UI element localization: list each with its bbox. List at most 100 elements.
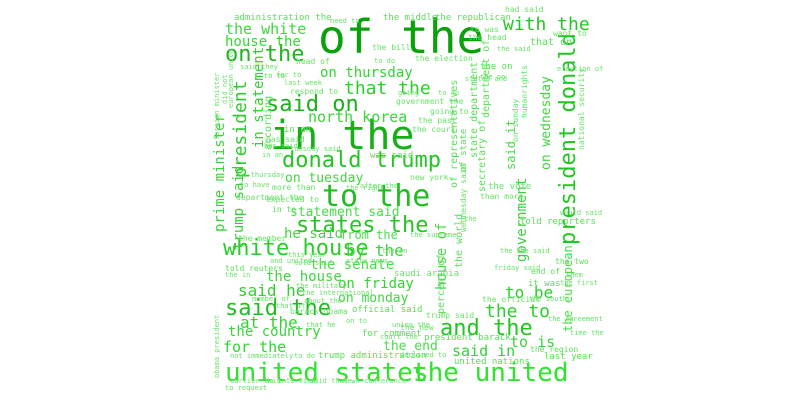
word: the region <box>530 345 579 354</box>
word: union the <box>392 321 430 329</box>
word: was said <box>370 151 414 161</box>
word: percent of <box>436 253 447 314</box>
word: the vote <box>488 182 532 192</box>
word: end of <box>531 267 560 276</box>
word: has said <box>264 142 298 150</box>
word: said that <box>310 377 348 385</box>
word: the country <box>228 324 321 340</box>
word: at the <box>240 313 298 332</box>
word: the head <box>468 33 507 42</box>
word: the right <box>346 184 384 192</box>
word: to do <box>294 352 316 360</box>
word: the past <box>418 116 457 125</box>
word: head of <box>296 57 330 66</box>
word: did not <box>221 74 229 104</box>
word: the united <box>412 358 569 388</box>
word: need to <box>330 17 360 25</box>
word: the <box>464 215 477 223</box>
word: the to <box>485 301 551 322</box>
word: to do <box>374 57 396 65</box>
word: for the <box>223 338 287 356</box>
word: to request <box>225 384 268 392</box>
word: on the <box>225 42 305 67</box>
word: to an <box>438 89 460 97</box>
word: going <box>398 89 420 97</box>
word: respond to <box>290 87 339 96</box>
word: north korea <box>308 108 408 126</box>
word: has said <box>266 135 305 144</box>
word: on sunday <box>511 98 520 142</box>
word: the two <box>555 257 589 266</box>
word: last week <box>284 79 322 87</box>
word: to is <box>510 333 556 351</box>
word: the south <box>529 295 567 303</box>
word: that it <box>276 302 306 310</box>
word: the new <box>400 323 434 332</box>
word: to be <box>505 283 554 302</box>
word: foreign minister <box>213 72 221 140</box>
word: them <box>566 271 583 279</box>
word: the end <box>383 339 438 354</box>
word: told said <box>294 259 332 267</box>
word: states and <box>465 75 508 83</box>
word: on monday <box>338 291 409 306</box>
word: with the <box>503 14 590 35</box>
word: administration the <box>234 13 332 23</box>
word: said on <box>266 92 359 117</box>
word: by the <box>346 241 404 260</box>
word: in to <box>272 205 297 214</box>
word: european union <box>227 48 235 108</box>
word: the in <box>382 247 408 255</box>
word: the in <box>225 271 251 279</box>
word: the on <box>480 73 506 81</box>
word: the official <box>482 295 540 304</box>
word: the house <box>266 269 342 285</box>
word: than more <box>480 192 524 201</box>
word: state news <box>346 257 389 265</box>
word: on thursday <box>238 171 285 179</box>
word: tuesday said <box>290 145 341 153</box>
word: saudi arabia <box>394 269 460 279</box>
word: said in <box>452 342 516 360</box>
word: told reporters <box>520 217 596 227</box>
word: new york <box>410 173 449 182</box>
word: friday said <box>494 264 541 272</box>
word: and united <box>270 257 313 265</box>
word: going to <box>430 107 469 116</box>
word: in an <box>284 125 312 135</box>
word: this year <box>288 251 326 259</box>
word: the election <box>415 54 473 63</box>
word: trump said <box>426 311 475 320</box>
word: the to <box>500 247 526 255</box>
word: an interview <box>265 377 316 385</box>
word: for to <box>276 71 302 79</box>
word: the international <box>302 289 374 297</box>
word: said he <box>238 281 306 300</box>
word: told reuters <box>225 264 283 273</box>
word: the white <box>225 20 307 38</box>
word: about the <box>304 297 342 305</box>
word: that he <box>306 321 336 329</box>
word: on tuesday <box>285 171 364 186</box>
word: house the <box>225 34 301 50</box>
word: the middle <box>383 13 438 23</box>
word: the first <box>560 279 598 287</box>
word: national security <box>577 68 586 150</box>
word: earlier this <box>230 377 281 385</box>
word: he said <box>284 226 344 242</box>
word: united nations <box>454 357 530 367</box>
word: the on <box>480 62 513 72</box>
word: the said <box>516 247 550 255</box>
word: trump administration <box>318 351 427 361</box>
word: the agreement <box>548 315 603 323</box>
word: official said <box>352 305 423 315</box>
word: the republican <box>435 13 511 23</box>
word: had said <box>505 5 544 14</box>
word: declined to <box>400 351 447 359</box>
word: more than <box>272 183 316 192</box>
word: the bill <box>372 43 411 52</box>
word: that the <box>344 78 431 99</box>
word: the member <box>238 234 287 243</box>
word: in an <box>262 151 284 159</box>
